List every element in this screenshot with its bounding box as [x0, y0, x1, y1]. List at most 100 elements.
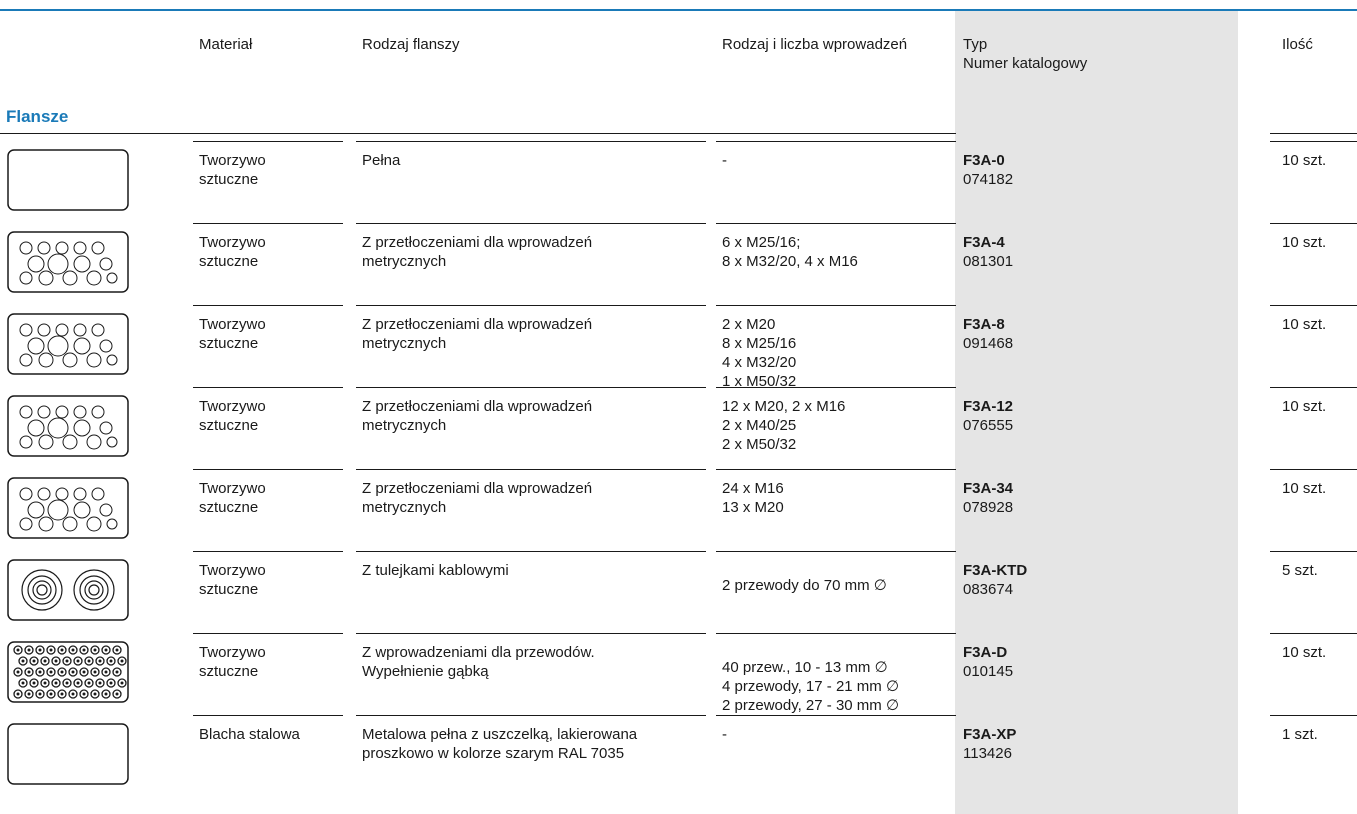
- type-cell: F3A-8 091468: [963, 315, 1013, 353]
- type-code: F3A-0: [963, 152, 1005, 169]
- entries-cell: 2 przewody do 70 mm ∅: [722, 577, 887, 594]
- entries-cell: 2 x M20 8 x M25/16 4 x M32/20 1 x M50/32: [722, 316, 797, 390]
- material-cell: Tworzywo sztuczne: [199, 316, 266, 352]
- plain-flange-icon: [6, 148, 130, 217]
- row-rule: [356, 551, 706, 552]
- entries-cell: -: [722, 152, 727, 169]
- qty-cell: 10 szt.: [1282, 316, 1327, 333]
- entries-cell: 24 x M16 13 x M20: [722, 480, 784, 516]
- header-qty: Ilość: [1282, 36, 1313, 53]
- type-code: F3A-XP: [963, 726, 1017, 743]
- header-material: Materiał: [199, 36, 253, 53]
- catalog-number: 074182: [963, 171, 1014, 188]
- row-rule: [716, 469, 956, 470]
- grommet-flange-icon: [6, 558, 130, 627]
- type-code: F3A-12: [963, 398, 1014, 415]
- material-cell: Blacha stalowa: [199, 726, 300, 743]
- header-type: Typ Numer katalogowy: [963, 35, 1087, 73]
- flange-cell: Metalowa pełna z uszczelką, lakierowana …: [362, 726, 638, 762]
- row-rule: [193, 633, 343, 634]
- qty-cell: 10 szt.: [1282, 480, 1327, 497]
- entries-cell: 12 x M20, 2 x M16 2 x M40/25 2 x M50/32: [722, 398, 846, 453]
- material-cell: Tworzywo sztuczne: [199, 398, 266, 434]
- row-rule: [716, 551, 956, 552]
- row-rule: [356, 141, 706, 142]
- top-rule: [0, 9, 1357, 11]
- entries-cell: 6 x M25/16; 8 x M32/20, 4 x M16: [722, 234, 858, 270]
- row-rule: [193, 551, 343, 552]
- row-rule: [193, 305, 343, 306]
- row-rule: [193, 715, 343, 716]
- row-rule: [716, 633, 956, 634]
- row-rule: [716, 715, 956, 716]
- flange-cell: Z tulejkami kablowymi: [362, 562, 509, 579]
- catalog-number: 083674: [963, 581, 1014, 598]
- row-rule: [193, 141, 343, 142]
- row-rule: [1270, 551, 1357, 552]
- catalog-number: 081301: [963, 253, 1014, 270]
- header-catalog-label: Numer katalogowy: [963, 55, 1088, 72]
- type-column-shading: [955, 11, 1238, 814]
- row-rule: [193, 223, 343, 224]
- qty-cell: 10 szt.: [1282, 644, 1327, 661]
- row-rule: [193, 469, 343, 470]
- catalog-number: 113426: [963, 745, 1012, 762]
- knockout-flange-icon: [6, 476, 130, 545]
- row-rule: [1270, 223, 1357, 224]
- row-rule: [356, 469, 706, 470]
- sponge-flange-icon: [6, 640, 130, 709]
- header-flange-type: Rodzaj flanszy: [362, 36, 460, 53]
- header-type-label: Typ: [963, 36, 988, 53]
- flange-cell: Z przetłoczeniami dla wprowadzeń metrycz…: [362, 234, 593, 270]
- header-entries: Rodzaj i liczba wprowadzeń: [722, 36, 908, 53]
- section-title: Flansze: [6, 107, 69, 126]
- material-cell: Tworzywo sztuczne: [199, 644, 266, 680]
- qty-cell: 10 szt.: [1282, 398, 1327, 415]
- flange-cell: Z przetłoczeniami dla wprowadzeń metrycz…: [362, 480, 593, 516]
- row-rule: [356, 715, 706, 716]
- qty-cell: 10 szt.: [1282, 152, 1327, 169]
- steel-flange-icon: [6, 722, 130, 791]
- row-rule: [716, 305, 956, 306]
- knockout-flange-icon: [6, 230, 130, 299]
- row-rule: [356, 387, 706, 388]
- type-cell: F3A-0 074182: [963, 151, 1013, 189]
- section-rule: [0, 133, 956, 134]
- catalog-number: 078928: [963, 499, 1014, 516]
- type-cell: F3A-12 076555: [963, 397, 1013, 435]
- row-rule: [356, 305, 706, 306]
- type-cell: F3A-4 081301: [963, 233, 1013, 271]
- knockout-flange-icon: [6, 312, 130, 381]
- row-rule: [1270, 715, 1357, 716]
- row-rule: [1270, 305, 1357, 306]
- type-code: F3A-34: [963, 480, 1014, 497]
- entries-cell: 40 przew., 10 - 13 mm ∅ 4 przewody, 17 -…: [722, 659, 900, 714]
- type-code: F3A-4: [963, 234, 1005, 251]
- flange-cell: Z przetłoczeniami dla wprowadzeń metrycz…: [362, 316, 593, 352]
- flange-cell: Pełna: [362, 152, 401, 169]
- catalog-number: 010145: [963, 663, 1014, 680]
- type-cell: F3A-KTD 083674: [963, 561, 1027, 599]
- qty-cell: 1 szt.: [1282, 726, 1318, 743]
- qty-cell: 10 szt.: [1282, 234, 1327, 251]
- row-rule: [716, 223, 956, 224]
- row-rule: [1270, 469, 1357, 470]
- type-cell: F3A-34 078928: [963, 479, 1013, 517]
- knockout-flange-icon: [6, 394, 130, 463]
- row-rule: [1270, 141, 1357, 142]
- row-rule: [1270, 633, 1357, 634]
- type-cell: F3A-XP 113426: [963, 725, 1016, 763]
- row-rule: [356, 223, 706, 224]
- type-code: F3A-8: [963, 316, 1005, 333]
- qty-cell: 5 szt.: [1282, 562, 1318, 579]
- material-cell: Tworzywo sztuczne: [199, 480, 266, 516]
- material-cell: Tworzywo sztuczne: [199, 562, 266, 598]
- type-code: F3A-KTD: [963, 562, 1028, 579]
- type-code: F3A-D: [963, 644, 1008, 661]
- catalog-number: 076555: [963, 417, 1014, 434]
- row-rule: [193, 387, 343, 388]
- material-cell: Tworzywo sztuczne: [199, 152, 266, 188]
- material-cell: Tworzywo sztuczne: [199, 234, 266, 270]
- entries-cell: -: [722, 726, 727, 743]
- type-cell: F3A-D 010145: [963, 643, 1013, 681]
